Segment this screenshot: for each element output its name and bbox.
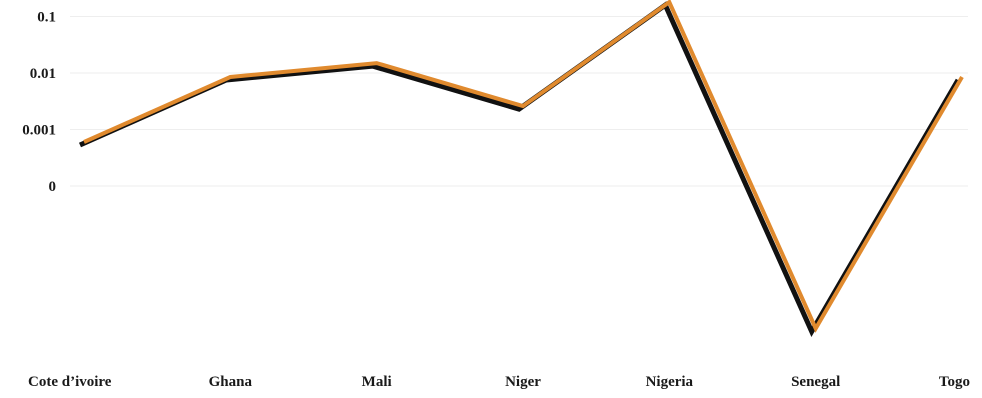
x-tick-label: Togo <box>939 374 970 390</box>
x-tick-label: Niger <box>505 374 541 390</box>
x-axis-category-labels: Cote d’ivoire Ghana Mali Niger Nigeria Senega… <box>28 374 970 390</box>
x-tick-label: Nigeria <box>646 374 694 390</box>
y-tick-label: 0.01 <box>30 66 56 82</box>
y-tick-label: 0 <box>49 179 57 195</box>
x-tick-label: Mali <box>362 374 392 390</box>
y-tick-label: 0.1 <box>37 10 56 26</box>
y-axis-tick-labels: 0.1 0.01 0.001 0 <box>22 10 56 196</box>
x-tick-label: Ghana <box>209 374 253 390</box>
series-line <box>83 0 964 333</box>
series-lines <box>78 0 964 337</box>
y-tick-label: 0.001 <box>22 123 56 139</box>
x-tick-label: Cote d’ivoire <box>28 374 112 390</box>
x-tick-label: Senegal <box>791 374 840 390</box>
gridlines <box>70 16 968 187</box>
series-line-shadow <box>78 1 961 337</box>
